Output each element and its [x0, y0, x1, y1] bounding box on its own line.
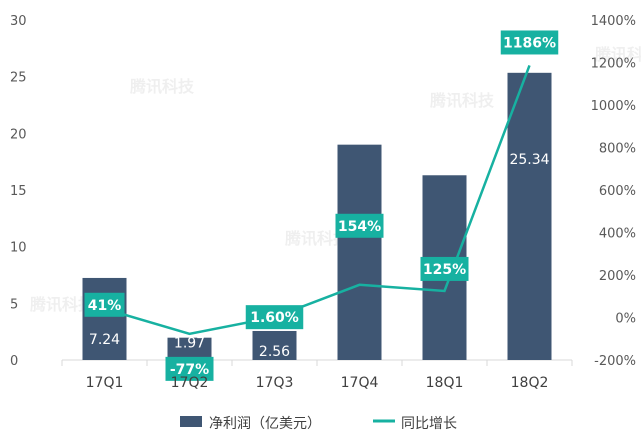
growth-line	[104, 65, 531, 336]
right-tick-label: 1200%	[591, 57, 636, 72]
bar	[337, 144, 382, 360]
legend-bar-swatch	[180, 416, 202, 427]
left-tick-label: 25	[10, 71, 27, 86]
growth-label-text: 1186%	[503, 35, 556, 51]
left-tick-label: 15	[10, 184, 27, 199]
growth-label: -77%	[165, 356, 214, 381]
bar-value-label: 25.34	[509, 152, 549, 168]
bar	[82, 277, 127, 360]
growth-label-text: 1.60%	[250, 310, 299, 326]
bar	[507, 72, 552, 361]
growth-label-box	[165, 356, 214, 381]
right-tick-label: 600%	[599, 184, 636, 199]
growth-label-text: -77%	[170, 362, 209, 378]
watermark-text: 腾讯科技	[285, 229, 350, 248]
left-tick-label: 20	[10, 127, 27, 142]
growth-label-box	[500, 30, 559, 55]
watermark-text: 腾讯科技	[130, 77, 195, 96]
left-tick-label: 5	[10, 297, 18, 312]
growth-label-text: 41%	[88, 298, 122, 314]
growth-label: 41%	[84, 292, 125, 317]
line-labels: 41% -77% 1.60% 154% 125% 1186%	[84, 30, 559, 381]
category-label: 17Q4	[341, 375, 379, 391]
category-label: 18Q1	[426, 375, 464, 391]
right-tick-label: 400%	[599, 227, 636, 242]
line-series	[104, 65, 531, 336]
left-tick-label: 10	[10, 241, 27, 256]
right-tick-label: 1400%	[591, 14, 636, 29]
right-tick-label: 800%	[599, 142, 636, 157]
growth-label-box	[245, 305, 304, 330]
bar	[167, 337, 212, 360]
growth-label-box	[335, 213, 384, 238]
bar-value-label: 7.24	[89, 332, 120, 348]
bar-value-label: 1.97	[174, 336, 205, 352]
right-tick-label: 0%	[615, 312, 636, 327]
legend: 净利润（亿美元） 同比增长	[180, 416, 457, 432]
legend-line-label: 同比增长	[401, 416, 457, 432]
growth-label: 1.60%	[245, 305, 304, 330]
category-label: 17Q1	[86, 375, 124, 391]
left-tick-label: 30	[10, 14, 27, 29]
bar-value-label: 2.56	[259, 344, 290, 360]
right-axis: -200% 0% 200% 400% 600% 800% 1000% 1200% 1400%	[591, 14, 636, 369]
legend-bar-label: 净利润（亿美元）	[209, 416, 321, 432]
watermark-text: 腾讯科技	[30, 295, 95, 314]
growth-label-text: 125%	[423, 262, 466, 278]
watermark-text: 腾讯科技	[595, 45, 641, 64]
bar	[252, 330, 297, 360]
watermark-text: 腾讯科技	[430, 91, 495, 110]
growth-label: 1186%	[500, 30, 559, 55]
right-tick-label: 200%	[599, 269, 636, 284]
right-tick-label: -200%	[594, 354, 636, 369]
right-tick-label: 1000%	[591, 99, 636, 114]
growth-label-text: 154%	[338, 219, 381, 235]
category-labels: 17Q1 17Q2 17Q3 17Q4 18Q1 18Q2	[61, 360, 573, 391]
bar-labels: 7.241.972.561925.34	[89, 152, 550, 360]
category-label: 17Q3	[256, 375, 294, 391]
growth-label: 125%	[420, 256, 469, 281]
left-axis: 0 5 10 15 20 25 30	[10, 14, 27, 369]
growth-label-box	[420, 256, 469, 281]
growth-label: 154%	[335, 213, 384, 238]
growth-label-box	[84, 292, 125, 317]
category-label: 17Q2	[171, 375, 209, 391]
left-tick-label: 0	[10, 354, 18, 369]
category-label: 18Q2	[511, 375, 549, 391]
watermarks: 腾讯科技腾讯科技腾讯科技腾讯科技腾讯科技	[30, 45, 641, 314]
bar-series	[82, 72, 552, 361]
